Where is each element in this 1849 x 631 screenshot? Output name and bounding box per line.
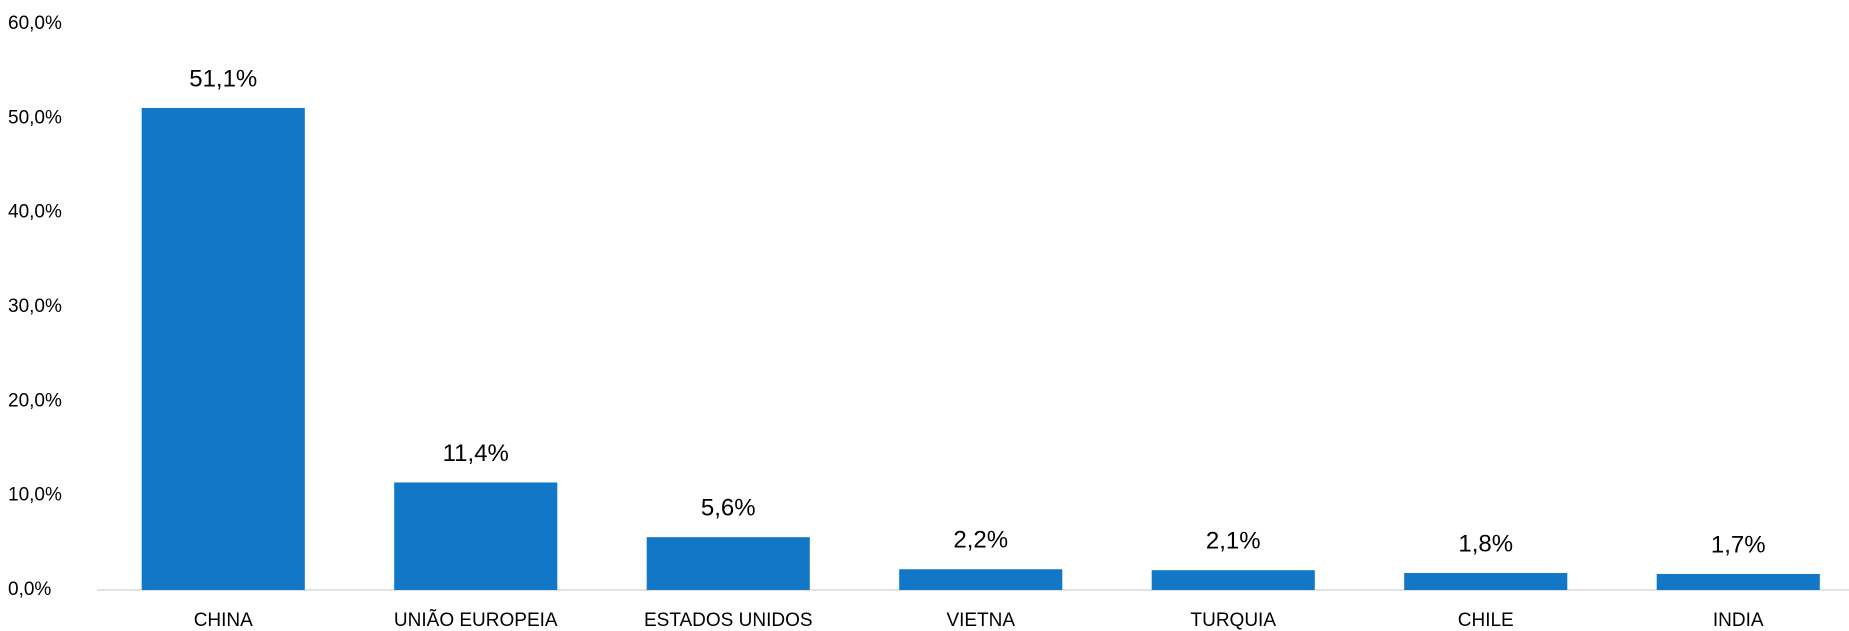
bar bbox=[646, 537, 810, 590]
data-label: 5,6% bbox=[701, 495, 756, 522]
data-label: 1,7% bbox=[1711, 531, 1766, 558]
y-tick-label: 20,0% bbox=[8, 390, 62, 411]
bar bbox=[1151, 570, 1315, 590]
y-tick-label: 10,0% bbox=[8, 485, 62, 506]
bar bbox=[394, 482, 558, 590]
data-label: 1,8% bbox=[1458, 530, 1513, 557]
x-tick-label: TURQUIA bbox=[1191, 610, 1277, 631]
y-tick-label: 60,0% bbox=[8, 13, 62, 34]
y-tick-label: 30,0% bbox=[8, 296, 62, 317]
y-tick-label: 0,0% bbox=[8, 579, 51, 600]
x-tick-label: UNIÃO EUROPEIA bbox=[394, 609, 558, 631]
data-label: 51,1% bbox=[189, 65, 257, 92]
x-tick-label: VIETNA bbox=[946, 610, 1015, 631]
bar bbox=[1656, 573, 1820, 590]
y-tick-label: 40,0% bbox=[8, 202, 62, 223]
data-label: 11,4% bbox=[443, 440, 509, 467]
x-tick-label: ESTADOS UNIDOS bbox=[644, 610, 813, 631]
bar bbox=[899, 569, 1063, 590]
data-label: 2,1% bbox=[1206, 528, 1261, 555]
bar bbox=[141, 107, 305, 590]
data-label: 2,2% bbox=[953, 527, 1008, 554]
y-tick-label: 50,0% bbox=[8, 107, 62, 128]
x-tick-label: INDIA bbox=[1713, 610, 1764, 631]
bar bbox=[1404, 573, 1568, 590]
x-tick-label: CHILE bbox=[1458, 610, 1514, 631]
x-tick-label: CHINA bbox=[194, 610, 253, 631]
